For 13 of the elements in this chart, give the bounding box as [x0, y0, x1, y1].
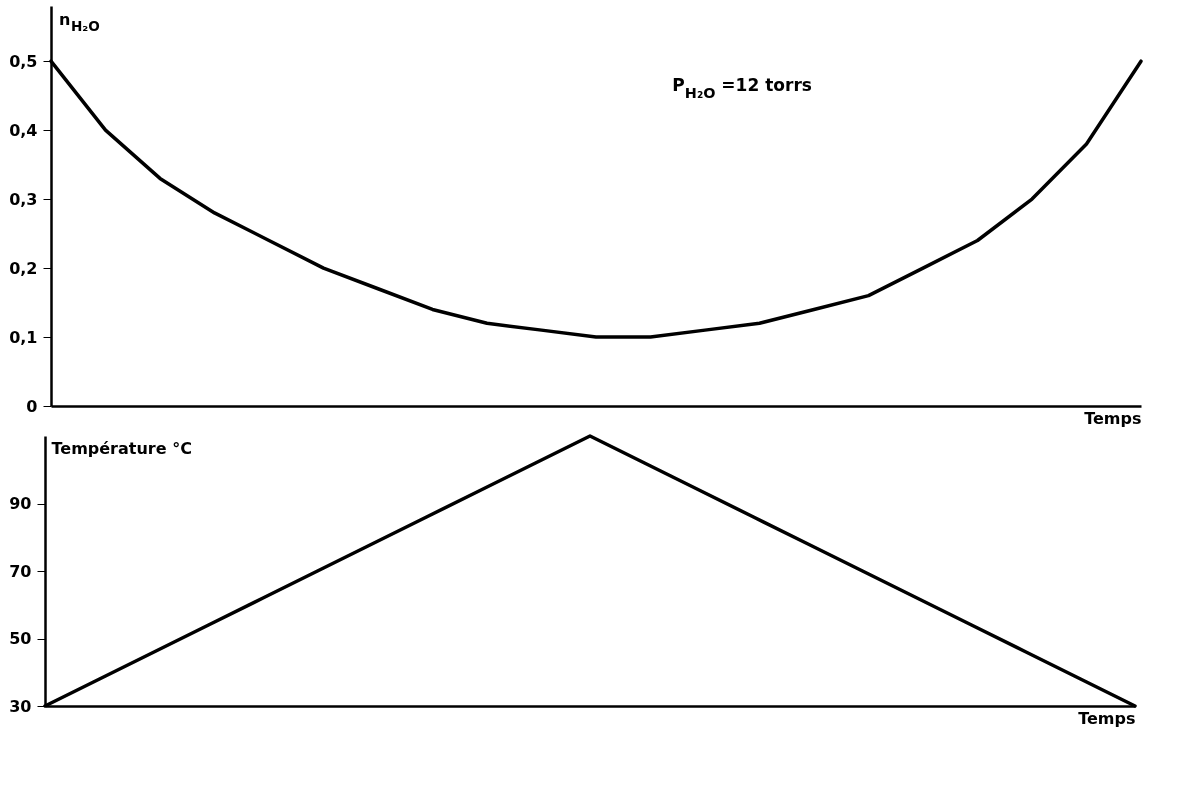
y-tick-label: 0,5 [9, 51, 38, 71]
y-axis-title: Température °C [51, 438, 192, 458]
y-tick-label: 90 [9, 494, 32, 513]
x-axis-title: Temps [1084, 408, 1142, 428]
y-tick-label: 0,4 [9, 120, 38, 140]
y-tick-label: 0,1 [9, 327, 38, 347]
y-tick-label: 50 [9, 629, 32, 648]
y-tick-label: 0 [26, 396, 38, 416]
y-tick-label: 0,2 [9, 258, 38, 278]
y-tick-label: 30 [9, 696, 32, 716]
x-axis-title: Temps [1078, 708, 1136, 728]
y-tick-label: 70 [9, 561, 32, 581]
y-tick-label: 0,3 [9, 189, 38, 209]
